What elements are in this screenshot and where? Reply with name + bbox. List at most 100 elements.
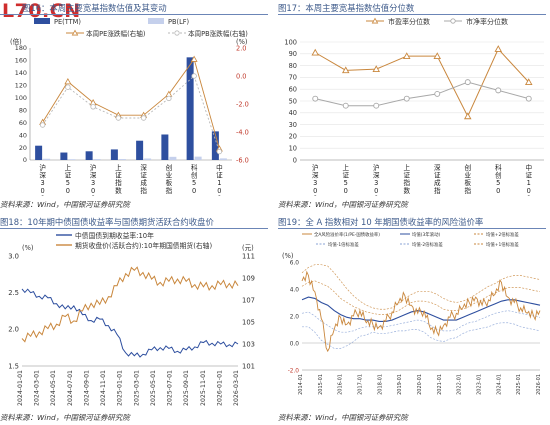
y-tick-label: 90 — [289, 50, 297, 58]
category-label: 3 — [313, 179, 317, 187]
category-label: 板 — [464, 178, 471, 187]
category-label: 深 — [90, 171, 97, 180]
right-tick-label: 111 — [242, 252, 255, 260]
category-label: 1 — [527, 179, 531, 187]
series-line — [301, 270, 541, 353]
bar-pb — [43, 158, 51, 160]
category-label: 0 — [313, 187, 317, 195]
x-tick-label: 2026-01-01 — [216, 370, 223, 406]
category-label: 0 — [192, 187, 196, 195]
right-tick-label: 107 — [242, 296, 255, 304]
legend-swatch — [34, 18, 50, 24]
bar-pe — [110, 149, 118, 160]
left-tick-label: 180 — [15, 44, 27, 52]
x-tick-label: 2024-03-01 — [34, 370, 41, 406]
category-label: 0 — [374, 194, 378, 196]
title-divider — [278, 14, 546, 15]
series-line — [301, 264, 541, 310]
series-line — [42, 58, 220, 149]
category-label: 证 — [140, 172, 147, 180]
x-tick-label: 2026-03-01 — [233, 370, 240, 406]
category-label: 0 — [217, 187, 221, 195]
title-divider — [278, 228, 546, 229]
category-label: 证 — [65, 172, 72, 180]
category-label: 科 — [495, 163, 502, 172]
category-label: 上 — [65, 163, 72, 172]
y-tick-label: 30 — [289, 121, 297, 129]
series-line — [301, 280, 541, 316]
risk-premium-line-chart: 全A风险溢价率(1/PE-国债收益率) 均值(3年滚动) 均值+2倍标准差均值-1倍… — [282, 231, 542, 395]
legend-label: PB(LF) — [168, 18, 189, 26]
legend-label: 市盈率分位数 — [388, 17, 430, 26]
category-label: 创 — [166, 163, 173, 172]
panel-title: 图18：10年期中债国债收益率与国债期货活跃合约收盘价 — [0, 217, 214, 227]
legend-label: 均值+2倍标准差 — [486, 231, 519, 238]
category-label: 上 — [342, 163, 349, 172]
category-label: 深 — [140, 163, 147, 172]
y-tick-label: 80 — [289, 62, 297, 70]
left-tick-label: 20 — [19, 144, 27, 152]
category-label: 沪 — [312, 163, 319, 172]
legend-label: 中债国债到期收益率:10年 — [75, 231, 154, 240]
category-label: 深 — [312, 171, 319, 180]
x-tick-label: 2025-09-01 — [183, 370, 190, 406]
category-label: 0 — [217, 194, 221, 196]
category-label: 0 — [374, 187, 378, 195]
x-tick-label: 2024-05-01 — [50, 370, 57, 406]
x-tick-label: 2024-11-01 — [100, 370, 107, 406]
panel-index-valuation: 图16：本周主要宽基指数估值及其变动 PE(TTM) PB(LF) 本周PE涨跌幅(… — [0, 0, 275, 212]
legend-label: PE(TTM) — [54, 18, 81, 26]
category-label: 深 — [434, 163, 441, 172]
x-tick-label: 2018-01 — [377, 374, 383, 395]
point-pb-change — [39, 122, 46, 128]
bar-pb — [219, 158, 227, 160]
category-label: 上 — [115, 163, 122, 172]
y-tick-label: 60 — [289, 86, 297, 94]
category-label: 证 — [525, 172, 532, 180]
point-pb-change — [115, 115, 122, 121]
bar-pe — [60, 152, 68, 160]
category-label: 深 — [39, 171, 46, 180]
category-label: 指 — [140, 186, 147, 195]
y-tick-label: 100 — [284, 38, 297, 46]
series-line — [301, 296, 541, 322]
y-tick-label: 2.0 — [290, 314, 300, 320]
panel-risk-premium: 图19：全 A 指数相对 10 年期国债收益率的风险溢价率 全A风险溢价率(1/… — [278, 214, 550, 425]
point-pb-percentile — [403, 95, 410, 102]
point-pe-percentile — [402, 52, 411, 60]
category-label: 板 — [166, 178, 173, 187]
x-tick-label: 2014-01 — [298, 374, 304, 395]
watermark-logo: L70.CN — [2, 0, 81, 22]
bar-pb — [144, 158, 152, 160]
category-label: 指 — [403, 178, 410, 187]
right-tick-label: 105 — [242, 318, 255, 326]
x-tick-label: 2026-01 — [536, 374, 542, 395]
category-label: 0 — [66, 187, 70, 195]
x-tick-label: 2025-03-01 — [133, 370, 140, 406]
left-tick-label: 2.0 — [8, 326, 19, 334]
category-label: 0 — [91, 194, 95, 196]
bar-pe — [211, 131, 219, 160]
series-line — [314, 48, 530, 118]
point-pe-percentile — [372, 65, 381, 72]
left-axis-unit: (倍) — [10, 37, 22, 46]
x-tick-label: 2015-01 — [318, 374, 324, 395]
category-label: 0 — [313, 194, 317, 196]
point-pb-percentile — [495, 87, 502, 94]
category-label: 3 — [374, 179, 378, 187]
category-label: 中 — [525, 163, 532, 172]
panel-title: 图17：本周主要宽基指数估值分位数 — [278, 3, 415, 13]
category-label: 创 — [464, 163, 471, 172]
left-tick-label: 100 — [15, 94, 27, 102]
x-tick-label: 2024-01-01 — [17, 370, 24, 406]
point-pe-change — [190, 55, 198, 62]
y-tick-label: 6.0 — [290, 260, 300, 266]
left-tick-label: 160 — [15, 57, 27, 65]
right-tick-label: 2.0 — [236, 44, 247, 52]
category-label: 沪 — [39, 163, 46, 172]
point-pb-change — [65, 84, 71, 90]
title-divider — [0, 228, 268, 229]
point-pe-percentile — [524, 78, 533, 85]
legend-label: 期货收盘价(活跃合约):10年期国债期货(右轴) — [75, 241, 212, 250]
category-label: 0 — [527, 187, 531, 195]
